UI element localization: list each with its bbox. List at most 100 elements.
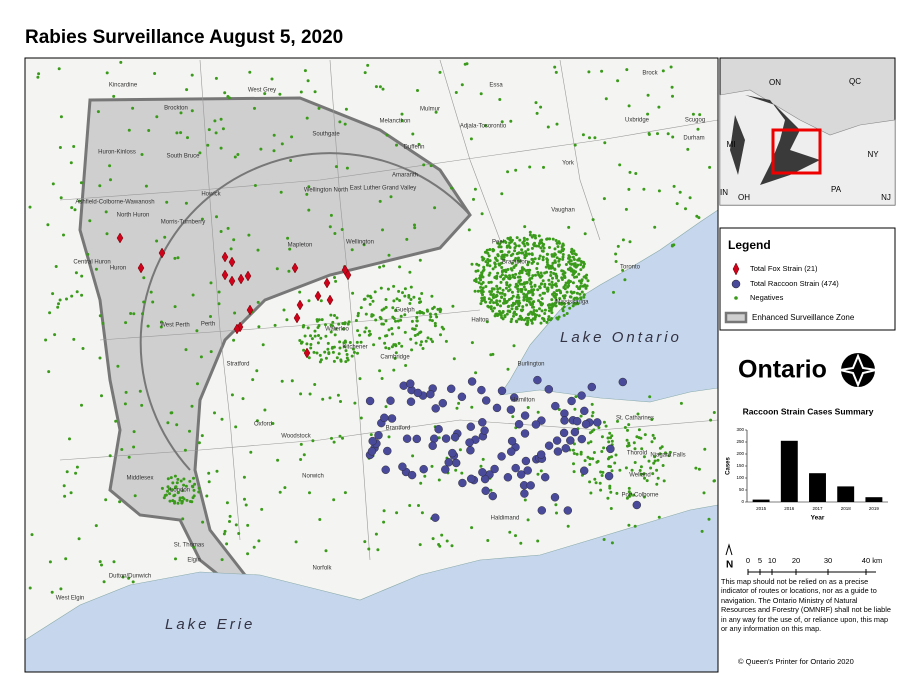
place-label: Brockton [164,106,188,112]
raccoon-dot [551,401,560,411]
raccoon-dot [430,434,439,443]
raccoon-dot [467,377,477,386]
negative-dot [481,281,485,284]
place-label: Norwich [302,474,324,480]
negative-dot [347,320,351,324]
negative-dot [557,263,561,267]
negative-dot [387,435,391,439]
negative-dot [496,290,500,294]
negative-dot [438,307,442,311]
negative-dot [639,472,643,476]
negative-dot [498,291,502,295]
negative-dot [530,321,534,325]
negative-dot [58,146,62,149]
negative-dot [183,448,187,452]
negative-dot [571,448,575,452]
negative-dot [219,146,223,150]
negative-dot [279,190,283,194]
negative-dot [109,178,112,182]
negative-dot [556,317,560,321]
raccoon-dot [444,458,453,467]
negative-dot [566,285,570,289]
negative-dot [309,334,312,338]
negative-dot [367,547,371,551]
scale-bar: N 0 5 10 20 30 40 km [725,543,882,575]
place-label: Wellington North [304,188,348,194]
negative-dot [300,340,304,344]
negative-dot [577,272,581,276]
y-tick-label: 100 [736,475,744,480]
negative-dot [116,364,120,368]
negative-dot [509,119,513,123]
negative-dot [552,272,556,275]
negative-dot [335,316,339,320]
negative-dot [499,275,503,279]
negative-dot [555,122,559,126]
negative-dot [28,586,32,590]
negative-dot [488,290,492,294]
negative-dot [627,523,631,527]
negative-dot [495,276,499,280]
negative-dot [228,520,231,523]
negative-dot [53,333,57,337]
negative-dot [180,499,184,503]
negative-dot [228,514,232,518]
negative-dot [299,458,303,461]
negative-dot [627,441,631,445]
bar [809,473,826,502]
negative-dot [424,339,428,343]
negative-dot [531,302,535,306]
negative-dot [661,464,665,467]
negative-dot [232,338,236,342]
negative-dot [610,541,614,545]
negative-dot [51,182,55,186]
negative-dot [473,187,477,191]
negative-dot [495,294,499,297]
negative-dot [311,439,315,443]
fox-marker [303,347,311,359]
negative-dot [401,291,404,295]
negative-dot [185,498,189,502]
raccoon-dot [526,481,535,490]
negative-dot [643,433,647,437]
negative-dot [160,320,163,324]
inset-label: QC [849,77,861,86]
negative-dot [418,311,422,315]
negative-dot [315,351,319,355]
negative-dot [68,437,71,441]
negative-dot [37,72,41,76]
negative-dot [416,89,419,92]
negative-dot [553,247,557,251]
negative-dot [590,414,594,418]
negative-dot [515,236,519,240]
negative-dot [571,304,575,308]
negative-dot [507,250,511,254]
negative-dot [415,311,419,315]
negative-dot [36,75,40,79]
negative-dot [479,302,483,306]
negative-dot [551,276,554,280]
raccoon-dot [511,463,520,473]
negative-dot [420,511,424,515]
place-label: West Elgin [56,596,85,602]
fox-marker [221,251,229,263]
negative-dot [171,499,175,503]
negative-dot [54,265,58,268]
place-label: Welland [629,473,651,479]
negative-dot [80,403,83,407]
negative-dot [579,263,583,267]
negative-dot [647,459,651,463]
negative-dot [488,301,492,304]
place-label: Kincardine [109,83,138,89]
disclaimer: This map should not be relied on as a pr… [721,577,891,634]
negative-dot [578,292,582,296]
negative-dot [645,479,649,483]
x-tick-label: 2015 [756,506,767,511]
raccoon-dot [426,390,435,399]
negative-dot [572,290,576,294]
negative-dot [561,253,565,256]
negative-dot [179,111,183,115]
raccoon-dot [477,385,486,395]
negative-dot [510,290,514,294]
negative-dot [586,441,590,445]
